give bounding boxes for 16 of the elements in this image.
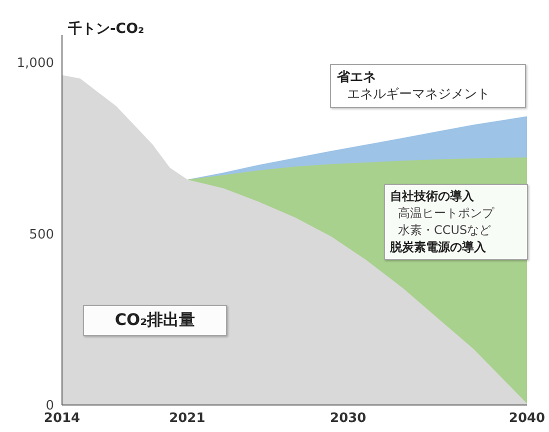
annotation: 高温ヒートポンプ [397,205,496,222]
y-tick-label: 1,000 [16,56,54,72]
label-box: 省エネ エネルギーマネジメント [330,64,526,108]
x-tick-label: 2021 [169,411,206,426]
y-tick-label: 500 [29,227,54,242]
label-box: CO₂排出量 [83,305,227,336]
x-tick-label: 2040 [508,411,546,426]
annotation: 自社技術の導入 [390,188,475,205]
annotation: 脱炭素電源の導入 [390,239,487,256]
x-tick-label: 2030 [330,411,366,426]
annotation: エネルギーマネジメント [346,86,491,103]
annotation: 省エネ [337,69,377,86]
x-tick-label: 2014 [44,411,80,426]
y-tick-label: 0 [46,398,54,414]
annotation: 水素・CCUSなど [397,222,492,239]
y-axis-title: 千トン-CO₂ [68,20,144,38]
